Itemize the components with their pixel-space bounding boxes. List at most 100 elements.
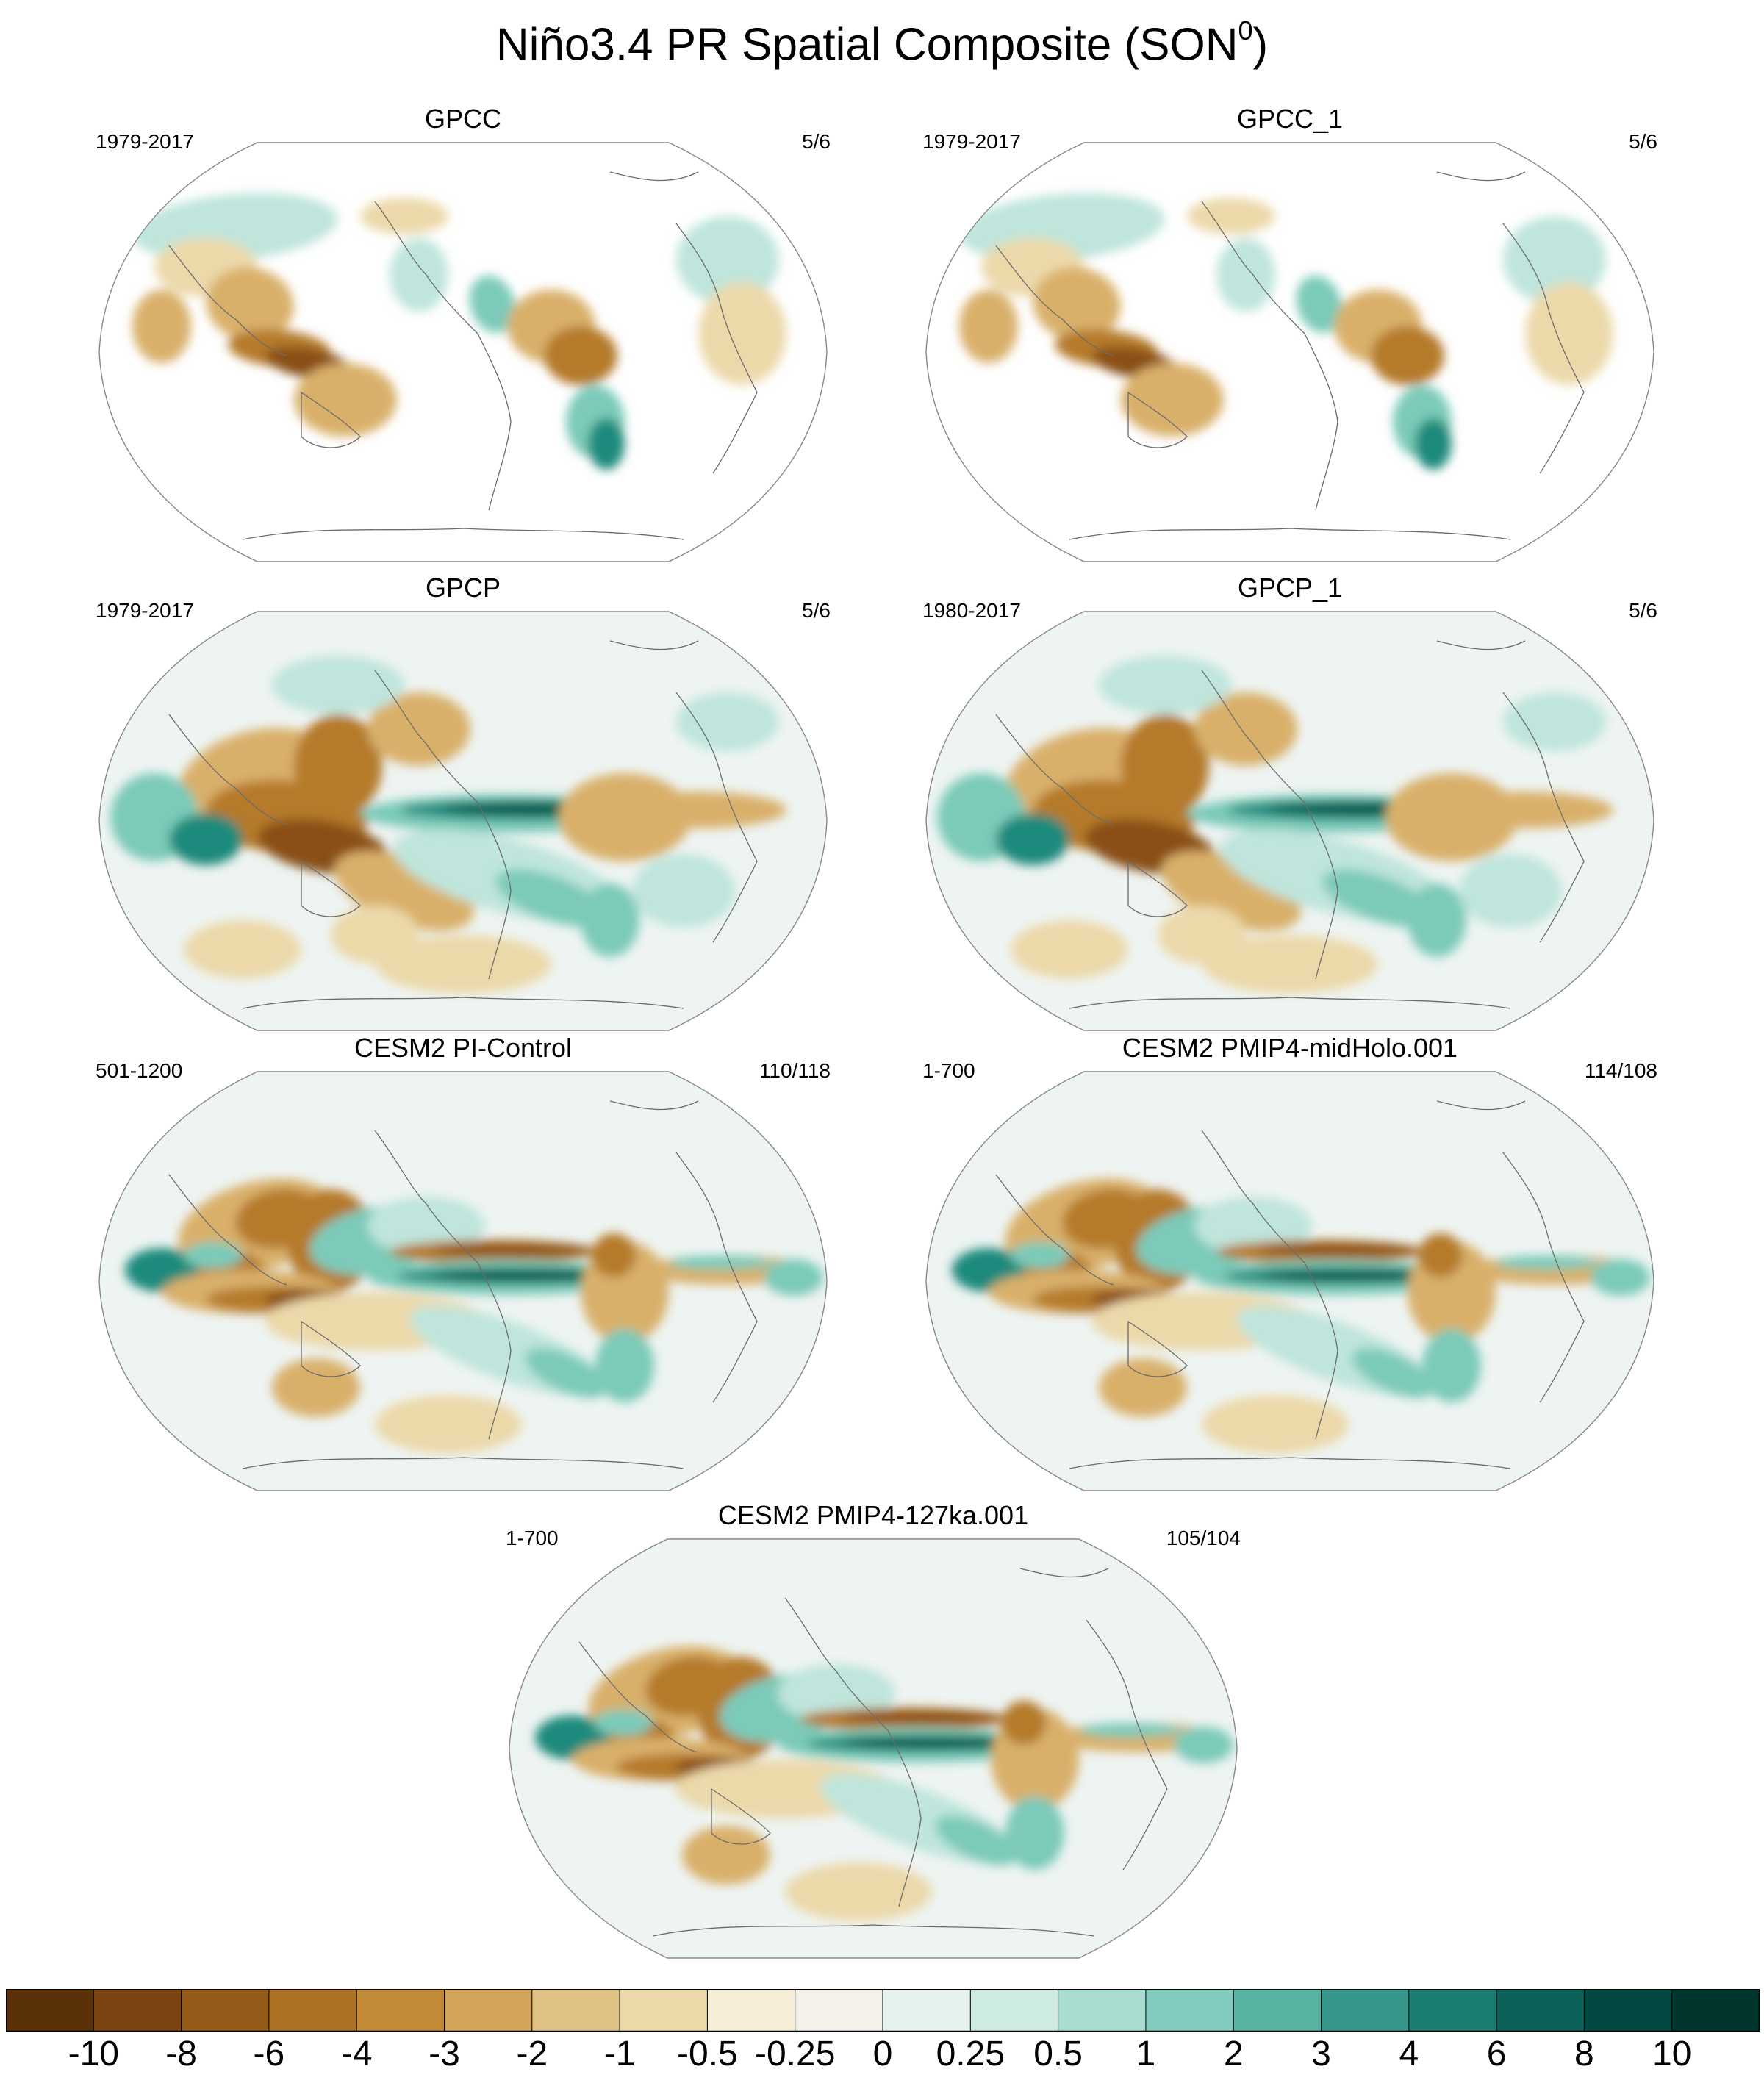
colorbar-tick-label: 6 [1486, 2034, 1507, 2073]
coastline [374, 1130, 512, 1440]
colorbar [6, 1989, 1760, 2032]
map-outline [925, 142, 1654, 562]
map-outline [509, 1538, 1238, 1959]
anomaly-region [698, 282, 786, 385]
panel-title: GPCP [425, 573, 501, 603]
map-outline [98, 1071, 828, 1491]
coastline [1069, 1457, 1511, 1469]
colorbar-tick-label: 2 [1223, 2034, 1244, 2073]
colorbar-tick-label: 4 [1399, 2034, 1419, 2073]
robinson-map [98, 142, 828, 562]
anomaly-region [1415, 418, 1452, 470]
anomaly-region [1202, 1395, 1349, 1454]
colorbar-swatch [1058, 1989, 1147, 2032]
panel-year-range: 1-700 [506, 1527, 559, 1549]
coastline [675, 692, 758, 943]
anomaly-region [1202, 935, 1378, 994]
anomaly-region [272, 656, 404, 714]
anomaly-region [434, 1244, 595, 1255]
colorbar-frame [6, 1989, 1760, 2032]
panel-year-range: 1980-2017 [922, 599, 1021, 622]
anomaly-region [1419, 1233, 1463, 1277]
panel-event-count: 114/108 [1584, 1059, 1657, 1082]
colorbar-tick-label: -8 [165, 2034, 197, 2073]
panel-event-count: 5/6 [802, 130, 831, 153]
panel-event-count: 105/104 [1166, 1527, 1241, 1549]
colorbar-tick-label: -6 [253, 2034, 285, 2073]
anomaly-region [959, 290, 1018, 363]
figure-title: Niño3.4 PR Spatial Composite (SON0) [0, 6, 1764, 75]
map-panel: CESM2 PMIP4-127ka.001 1-700 105/104 [506, 1499, 1241, 1977]
anomaly-region [1261, 1244, 1422, 1255]
coastline [609, 171, 699, 182]
anomaly-region [632, 854, 735, 928]
anomaly-region [495, 869, 607, 928]
coastline [1436, 1100, 1526, 1111]
robinson-map [925, 1071, 1654, 1491]
panel-year-range: 1979-2017 [922, 130, 1021, 153]
anomaly-region [844, 1711, 1005, 1723]
robinson-map [98, 1071, 828, 1491]
coastline [784, 1597, 922, 1907]
anomaly-region [1371, 326, 1444, 385]
colorbar-tick-label: -4 [340, 2034, 373, 2073]
map-panel: GPCC_1 1979-2017 5/6 [922, 103, 1657, 581]
anomaly-region [544, 326, 617, 385]
anomaly-region [1175, 1727, 1233, 1763]
coastline [578, 1641, 698, 1753]
anomaly-region [592, 1233, 636, 1277]
coastline [1201, 1130, 1338, 1440]
colorbar-swatch [1145, 1989, 1235, 2032]
coastline [242, 997, 684, 1009]
anomaly-region [581, 883, 639, 957]
colorbar-swatch [531, 1989, 621, 2032]
anomaly-region [1005, 1796, 1064, 1870]
anomaly-region [375, 1395, 522, 1454]
colorbar-tick-label: 1 [1136, 2034, 1156, 2073]
panel-event-count: 5/6 [1629, 130, 1657, 153]
anomaly-region [1011, 1242, 1069, 1269]
colorbar-swatch [619, 1989, 709, 2032]
colorbar-swatch [1321, 1989, 1410, 2032]
anomaly-region [132, 290, 191, 363]
colorbar-swatch [795, 1989, 883, 2032]
anomaly-region [1591, 1259, 1650, 1296]
panel-title: GPCC [424, 104, 501, 134]
map-outline [98, 142, 828, 562]
panel-title: CESM2 PMIP4-midHolo.001 [1122, 1033, 1458, 1063]
anomaly-region [294, 363, 397, 437]
colorbar-swatch [1583, 1989, 1673, 2032]
anomaly-region [469, 276, 516, 333]
panel-year-range: 1-700 [922, 1059, 975, 1082]
map-panel: GPCP_1 1980-2017 5/6 [922, 572, 1657, 1050]
anomaly-region [184, 1242, 243, 1269]
panel-event-count: 110/118 [759, 1059, 831, 1082]
coastline [1436, 640, 1526, 650]
anomaly-region [610, 792, 786, 828]
map-panel: CESM2 PI-Control 501-1200 110/118 [96, 1032, 831, 1510]
anomaly-region [1352, 1347, 1434, 1399]
colorbar-tick-label: -2 [516, 2034, 548, 2073]
coastline [675, 223, 758, 474]
anomaly-region [1099, 656, 1231, 714]
anomaly-region [1079, 1723, 1182, 1738]
coastline [301, 391, 361, 448]
coastline [1201, 201, 1338, 511]
map-outline [925, 611, 1654, 1031]
panel-title: CESM2 PMIP4-127ka.001 [717, 1500, 1029, 1530]
coastline [1127, 860, 1188, 917]
anomaly-region [785, 1862, 932, 1921]
anomaly-region [1194, 692, 1297, 766]
coastline [995, 245, 1114, 356]
coastline [301, 1320, 361, 1377]
anomaly-region [669, 1255, 772, 1270]
map-outline [98, 611, 828, 1031]
anomaly-region [1322, 869, 1434, 928]
anomaly-region [996, 814, 1069, 865]
robinson-map [925, 142, 1654, 562]
colorbar-swatch [6, 1989, 95, 2032]
colorbar-tick-label: 8 [1574, 2034, 1594, 2073]
colorbar-swatch [181, 1989, 270, 2032]
coastline [609, 1100, 699, 1111]
anomaly-region [1525, 282, 1613, 385]
